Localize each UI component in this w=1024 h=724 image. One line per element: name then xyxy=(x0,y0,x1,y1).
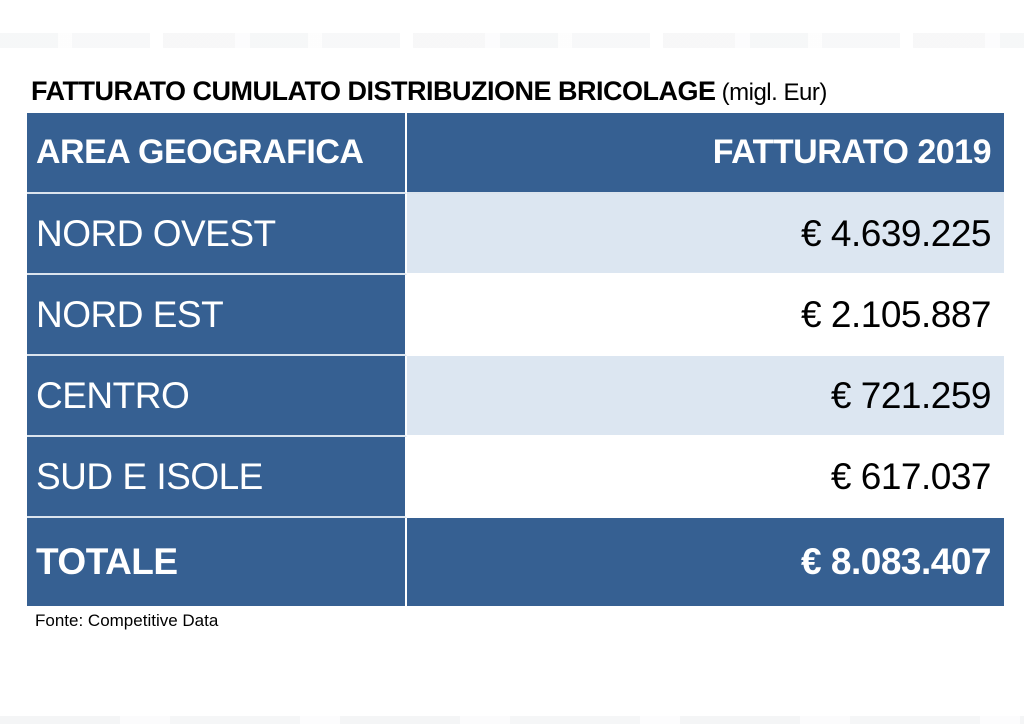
table-row-centro: CENTRO € 721.259 xyxy=(27,356,1004,437)
data-table: AREA GEOGRAFICA FATTURATO 2019 NORD OVES… xyxy=(27,113,1004,606)
table-row-sud-e-isole: SUD E ISOLE € 617.037 xyxy=(27,437,1004,518)
title-main-text: FATTURATO CUMULATO DISTRIBUZIONE BRICOLA… xyxy=(31,76,716,106)
area-cell: NORD OVEST xyxy=(27,194,407,275)
cropped-text-artifact-bottom xyxy=(0,716,1024,724)
column-header-area-geografica: AREA GEOGRAFICA xyxy=(27,113,407,194)
table-row-nord-ovest: NORD OVEST € 4.639.225 xyxy=(27,194,1004,275)
area-cell: NORD EST xyxy=(27,275,407,356)
value-cell: € 721.259 xyxy=(407,356,1004,437)
table-row-totale: TOTALE € 8.083.407 xyxy=(27,518,1004,606)
title-unit-text: (migl. Eur) xyxy=(715,79,828,106)
source-note: Fonte: Competitive Data xyxy=(35,611,219,630)
total-label-cell: TOTALE xyxy=(27,518,407,606)
table-header-row: AREA GEOGRAFICA FATTURATO 2019 xyxy=(27,113,1004,194)
total-value-cell: € 8.083.407 xyxy=(407,518,1004,606)
value-cell: € 2.105.887 xyxy=(407,275,1004,356)
area-cell: SUD E ISOLE xyxy=(27,437,407,518)
value-cell: € 617.037 xyxy=(407,437,1004,518)
cropped-text-artifact-top xyxy=(0,33,1024,48)
table-row-nord-est: NORD EST € 2.105.887 xyxy=(27,275,1004,356)
page-title: FATTURATO CUMULATO DISTRIBUZIONE BRICOLA… xyxy=(31,76,827,107)
column-header-fatturato-2019: FATTURATO 2019 xyxy=(407,113,1004,194)
value-cell: € 4.639.225 xyxy=(407,194,1004,275)
area-cell: CENTRO xyxy=(27,356,407,437)
